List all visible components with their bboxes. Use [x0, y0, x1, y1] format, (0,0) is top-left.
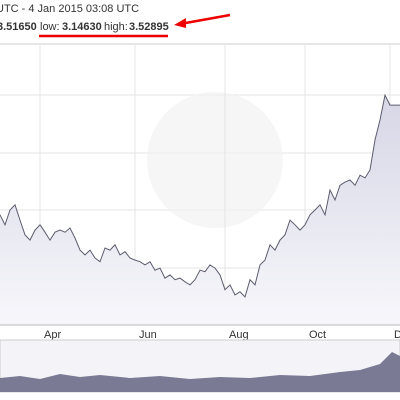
- low-label: low:: [40, 21, 60, 33]
- area-fill: [0, 95, 400, 325]
- rate-line: [0, 93, 400, 298]
- x-tick-label: Aug: [229, 329, 249, 341]
- timestamp: UTC - 4 Jan 2015 03:08 UTC: [0, 3, 139, 15]
- high-label: high:: [104, 21, 128, 33]
- arrow-shaft: [179, 13, 231, 26]
- high-value: 3.52895: [129, 21, 169, 33]
- arrow-head: [174, 18, 186, 28]
- watermark: [147, 92, 283, 228]
- current-rate: 3.51650: [0, 21, 37, 33]
- low-value: 3.14630: [62, 21, 102, 33]
- x-tick-label: Oct: [309, 329, 326, 341]
- navigator-area: [0, 352, 400, 392]
- x-tick-label: D: [394, 329, 400, 341]
- x-tick-label: Apr: [44, 329, 61, 341]
- x-tick-label: Jun: [139, 329, 157, 341]
